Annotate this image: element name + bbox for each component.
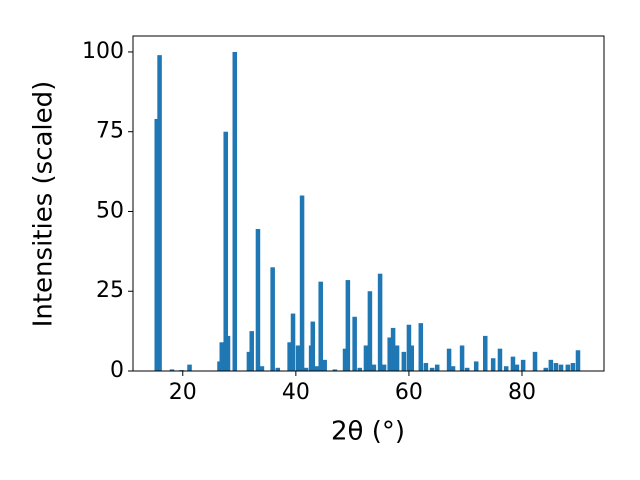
bar	[371, 364, 377, 371]
bar	[232, 51, 238, 371]
bar	[473, 361, 479, 371]
bar	[345, 280, 351, 371]
bar	[154, 118, 160, 371]
x-tick-label: 40	[282, 380, 310, 405]
y-tick-label: 50	[96, 198, 124, 223]
bar	[225, 335, 231, 371]
y-tick-label: 0	[110, 358, 124, 383]
y-tick-label: 75	[96, 119, 124, 144]
bar	[303, 367, 309, 371]
bar	[418, 323, 424, 371]
bar	[381, 364, 387, 371]
bar	[510, 356, 516, 371]
bar	[332, 369, 338, 371]
bar	[565, 364, 571, 371]
bar	[570, 363, 576, 371]
bar	[401, 351, 407, 371]
bar	[429, 367, 435, 371]
bar	[157, 55, 162, 372]
bar	[275, 367, 281, 371]
bar	[423, 363, 429, 371]
bar	[363, 345, 369, 371]
y-tick-label: 25	[96, 278, 124, 303]
bar	[249, 331, 255, 371]
y-axis-label: Intensities (scaled)	[29, 81, 59, 328]
bar	[219, 342, 225, 371]
bar	[520, 359, 526, 371]
bar	[543, 367, 549, 371]
bar	[287, 342, 292, 371]
bar	[255, 229, 261, 371]
bar	[482, 335, 488, 371]
bar	[553, 363, 559, 371]
bar	[459, 345, 465, 371]
bar	[299, 195, 305, 371]
bar	[406, 324, 412, 371]
bar	[394, 345, 400, 371]
x-tick-label: 20	[169, 380, 197, 405]
bar	[390, 327, 396, 371]
bar	[314, 366, 320, 371]
bar	[446, 348, 452, 371]
bar	[558, 364, 564, 371]
bar	[532, 351, 538, 371]
bar	[357, 367, 362, 371]
bar	[246, 351, 252, 371]
y-tick-label: 100	[82, 39, 124, 64]
bar	[290, 313, 296, 371]
x-tick-label: 80	[508, 380, 536, 405]
bar	[270, 267, 275, 371]
bar	[322, 359, 327, 371]
bar	[450, 366, 456, 371]
x-axis-label: 2θ (°)	[331, 417, 405, 447]
bar	[387, 337, 392, 371]
bar	[295, 345, 301, 371]
bar	[514, 364, 520, 371]
bar	[575, 350, 581, 371]
bar	[223, 131, 228, 371]
bar	[434, 364, 440, 371]
bar	[318, 281, 323, 371]
bar	[310, 321, 316, 371]
bar	[342, 348, 348, 371]
x-tick-label: 60	[395, 380, 423, 405]
bar	[490, 358, 496, 371]
bar	[548, 359, 554, 371]
bar	[367, 291, 373, 371]
bar	[497, 348, 503, 371]
bar	[503, 366, 509, 371]
bar	[377, 273, 383, 371]
bar	[409, 345, 415, 371]
bar	[187, 364, 192, 371]
bar	[169, 369, 175, 371]
plot-frame	[132, 35, 605, 372]
bar	[259, 366, 265, 371]
bar	[464, 367, 470, 371]
bar	[352, 316, 357, 371]
